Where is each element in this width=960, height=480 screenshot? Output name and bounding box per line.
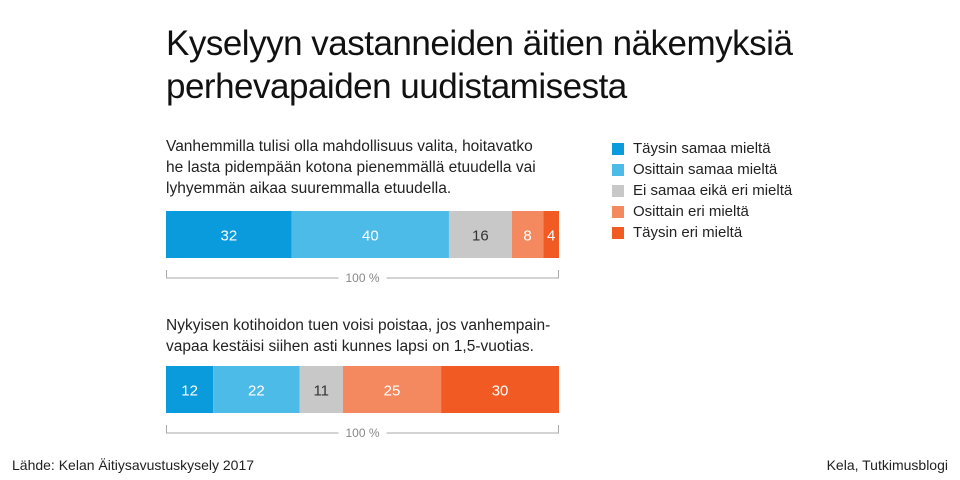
source-note: Lähde: Kelan Äitiysavustuskysely 2017 <box>12 457 255 473</box>
bar-value-label: 22 <box>248 383 265 400</box>
question-2-line-1: Nykyisen kotihoidon tuen voisi poistaa, … <box>166 317 551 334</box>
bar-segment <box>299 366 343 413</box>
credit-note: Kela, Tutkimusblogi <box>826 457 948 473</box>
legend-label: Täysin eri mieltä <box>633 224 743 241</box>
legend-label: Osittain eri mieltä <box>633 203 749 220</box>
bar-segment <box>291 211 449 258</box>
legend-item-neutral: Ei samaa eikä eri mieltä <box>612 180 792 201</box>
question-1-line-1: Vanhemmilla tulisi olla mahdollisuus val… <box>166 138 533 155</box>
bar-value-label: 16 <box>472 228 489 245</box>
legend-label: Täysin samaa mieltä <box>633 140 771 157</box>
question-1: Vanhemmilla tulisi olla mahdollisuus val… <box>166 136 596 199</box>
legend-label: Osittain samaa mieltä <box>633 161 778 178</box>
bar-value-label: 12 <box>181 383 198 400</box>
legend-swatch <box>612 184 624 197</box>
question-2: Nykyisen kotihoidon tuen voisi poistaa, … <box>166 315 596 357</box>
legend-swatch <box>612 163 624 176</box>
bar-segment <box>511 211 544 258</box>
bar-value-label: 4 <box>547 228 555 245</box>
legend-item-fully-disagree: Täysin eri mieltä <box>612 222 792 243</box>
total-label: 100 % <box>345 426 379 440</box>
legend-swatch <box>612 205 624 218</box>
title-line-2: perhevapaiden uudistamisesta <box>166 67 627 106</box>
bar-value-label: 30 <box>492 383 509 400</box>
legend-swatch <box>612 142 624 155</box>
bar-value-label: 25 <box>384 383 401 400</box>
bar-value-label: 40 <box>362 228 379 245</box>
bar-segment <box>342 366 442 413</box>
bar-segment <box>213 366 300 413</box>
chart-title: Kyselyyn vastanneiden äitien näkemyksiä … <box>166 22 926 108</box>
bar-segment <box>441 366 559 413</box>
bar-segment <box>166 366 214 413</box>
legend-label: Ei samaa eikä eri mieltä <box>633 182 793 199</box>
title-line-1: Kyselyyn vastanneiden äitien näkemyksiä <box>166 24 793 63</box>
question-1-line-2: he lasta pidempään kotona pienemmällä et… <box>166 159 536 176</box>
total-label: 100 % <box>345 271 379 285</box>
legend-item-fully-agree: Täysin samaa mieltä <box>612 138 792 159</box>
bar-value-label: 8 <box>523 228 531 245</box>
legend-item-partly-agree: Osittain samaa mieltä <box>612 159 792 180</box>
question-2-line-2: vapaa kestäisi siihen asti kunnes lapsi … <box>166 338 534 355</box>
legend-swatch <box>612 226 624 239</box>
bar-segment <box>448 211 512 258</box>
question-1-line-3: lyhyemmän aikaa suuremmalla etuudella. <box>166 180 452 197</box>
bar-value-label: 11 <box>313 383 329 400</box>
legend-item-partly-disagree: Osittain eri mieltä <box>612 201 792 222</box>
bar-value-label: 32 <box>221 228 238 245</box>
legend: Täysin samaa mieltä Osittain samaa mielt… <box>612 138 792 243</box>
bar-segment <box>166 211 292 258</box>
bar-segment <box>543 211 559 258</box>
